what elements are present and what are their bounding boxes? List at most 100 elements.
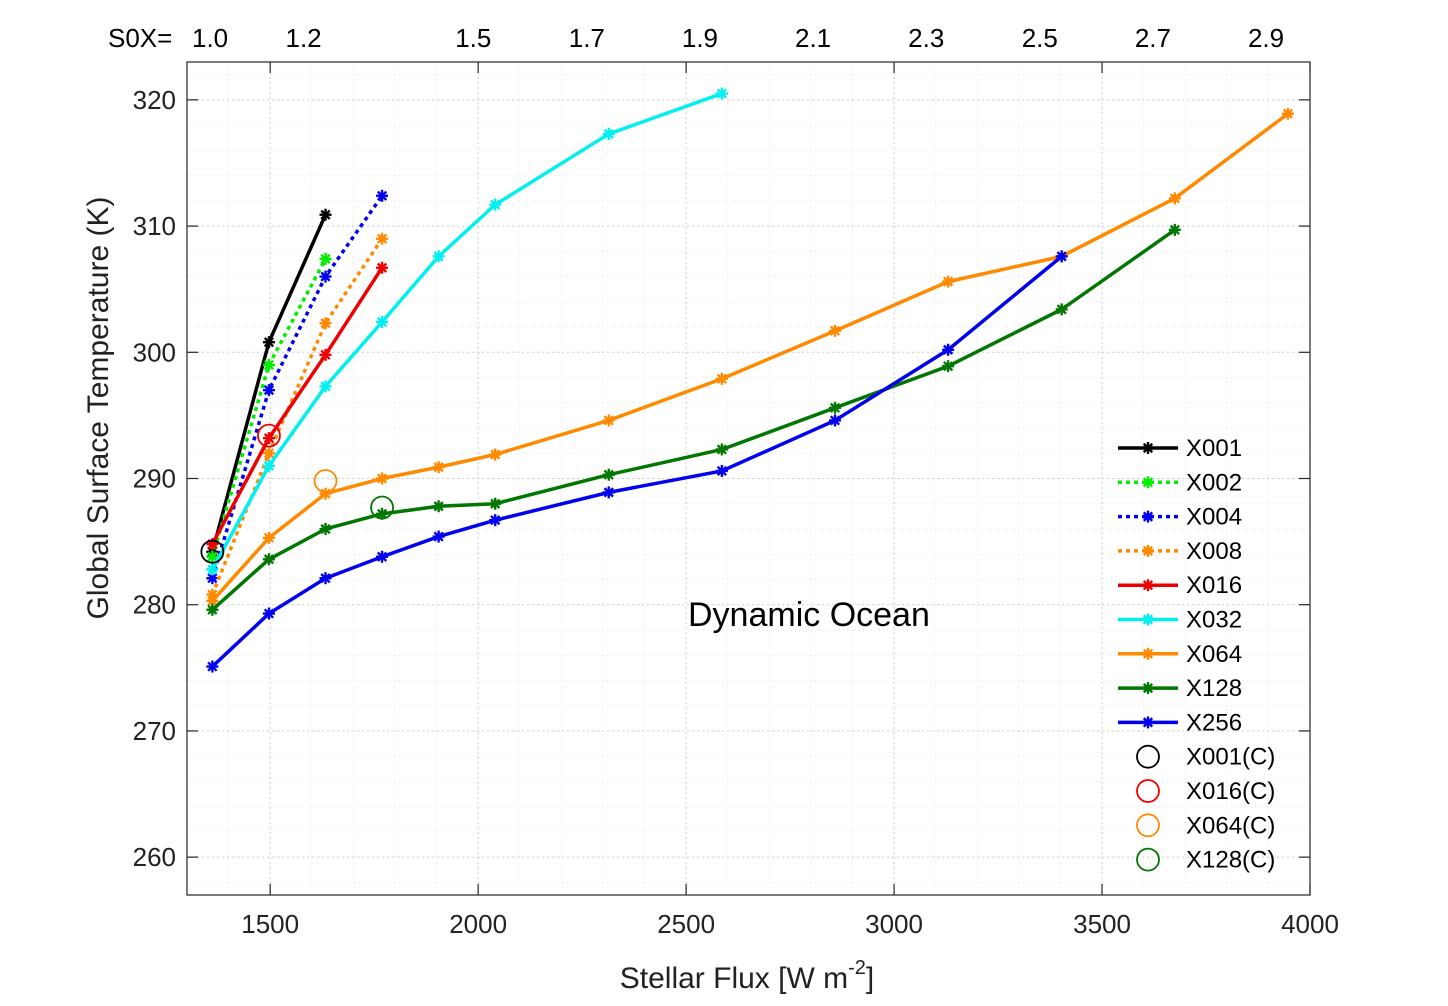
labels-layer: Global Surface Temperature (K) Stellar F… bbox=[82, 23, 1339, 995]
data-point bbox=[376, 507, 389, 520]
legend-marker bbox=[1142, 510, 1154, 523]
series-line bbox=[210, 194, 384, 579]
data-point bbox=[489, 514, 502, 527]
marker-stroke bbox=[433, 462, 444, 473]
y-tick-label: 260 bbox=[133, 842, 176, 872]
marker-stroke bbox=[1142, 614, 1154, 625]
circle-layer bbox=[200, 423, 394, 564]
y-axis-label: Global Surface Temperature (K) bbox=[82, 197, 115, 620]
marker-stroke bbox=[207, 551, 218, 562]
data-point bbox=[942, 275, 955, 288]
marker-stroke bbox=[829, 402, 841, 413]
legend-label: X128(C) bbox=[1186, 847, 1275, 874]
data-point bbox=[376, 472, 389, 485]
marker-stroke bbox=[207, 595, 218, 607]
marker-stroke bbox=[1056, 251, 1067, 262]
marker-stroke bbox=[1142, 648, 1154, 659]
legend-item-x008: X008 bbox=[1118, 538, 1242, 565]
marker-stroke bbox=[263, 385, 275, 396]
circle-x016c bbox=[257, 423, 281, 448]
legend-marker bbox=[1142, 579, 1154, 592]
marker-stroke bbox=[1169, 193, 1180, 204]
data-point bbox=[432, 500, 445, 513]
data-point bbox=[319, 522, 332, 535]
marker-stroke bbox=[829, 415, 841, 426]
legend-circle bbox=[1136, 813, 1160, 838]
series-x128 bbox=[206, 223, 1181, 616]
legend-label: X128 bbox=[1186, 675, 1242, 702]
legend-label: X064 bbox=[1186, 641, 1242, 668]
marker-stroke bbox=[490, 515, 501, 526]
series-line bbox=[210, 237, 384, 596]
marker-stroke bbox=[376, 473, 388, 484]
x-axis-label-main: Stellar Flux [W m bbox=[620, 962, 848, 995]
grid-layer bbox=[186, 62, 1311, 895]
data-point bbox=[319, 252, 332, 265]
legend-label: X002 bbox=[1186, 469, 1242, 496]
x-tick-label: 1500 bbox=[241, 909, 299, 939]
top-axis-label: 1.9 bbox=[682, 23, 718, 53]
data-point bbox=[602, 468, 615, 481]
top-axis-label: 2.7 bbox=[1135, 23, 1171, 53]
series-x004 bbox=[206, 189, 389, 585]
marker-stroke bbox=[603, 415, 614, 426]
legend-item-x064c: X064(C) bbox=[1136, 812, 1275, 839]
marker-stroke bbox=[490, 199, 501, 210]
legend-label: X016 bbox=[1186, 572, 1242, 599]
x-tick-label: 3000 bbox=[865, 909, 923, 939]
data-point bbox=[602, 486, 615, 499]
marker-stroke bbox=[1056, 304, 1067, 315]
series-x032 bbox=[206, 87, 728, 576]
legend-marker bbox=[1142, 544, 1154, 557]
marker-stroke bbox=[263, 337, 275, 348]
marker-stroke bbox=[1142, 717, 1154, 728]
data-point bbox=[376, 232, 389, 245]
data-point bbox=[206, 603, 219, 616]
top-axis-label: 1.0 bbox=[192, 23, 228, 53]
legend-item-x128: X128 bbox=[1118, 675, 1242, 702]
y-tick-label: 290 bbox=[133, 464, 176, 494]
marker-stroke bbox=[433, 251, 444, 262]
data-point bbox=[432, 461, 445, 474]
legend-circle bbox=[1136, 779, 1160, 803]
marker-stroke bbox=[1282, 108, 1294, 119]
marker-stroke bbox=[320, 381, 331, 392]
legend-item-x004: X004 bbox=[1118, 504, 1242, 531]
data-point bbox=[715, 87, 728, 100]
marker-stroke bbox=[1142, 545, 1154, 556]
marker-stroke bbox=[263, 359, 275, 371]
data-point bbox=[489, 198, 502, 211]
data-point bbox=[319, 348, 332, 361]
series-layer bbox=[206, 87, 1294, 673]
marker-stroke bbox=[207, 573, 218, 584]
legend-circle bbox=[1136, 744, 1160, 769]
marker-stroke bbox=[433, 501, 444, 512]
data-point bbox=[319, 317, 332, 330]
marker-stroke bbox=[207, 564, 218, 575]
marker-stroke bbox=[490, 449, 501, 460]
legend-item-x002: X002 bbox=[1118, 469, 1242, 496]
legend-marker bbox=[1142, 442, 1154, 454]
data-point bbox=[262, 553, 275, 566]
y-tick-label: 320 bbox=[133, 85, 176, 115]
legend-marker bbox=[1142, 613, 1154, 626]
data-point bbox=[262, 358, 275, 371]
marker-stroke bbox=[263, 433, 275, 444]
data-point bbox=[489, 497, 502, 510]
series-x064 bbox=[206, 107, 1294, 607]
y-tick-label: 280 bbox=[133, 590, 176, 620]
marker-stroke bbox=[1142, 683, 1154, 694]
marker-stroke bbox=[263, 532, 275, 543]
marker-stroke bbox=[376, 316, 388, 328]
data-point bbox=[262, 459, 275, 472]
data-point bbox=[376, 261, 389, 274]
data-point bbox=[942, 360, 955, 373]
marker-stroke bbox=[320, 573, 331, 584]
marker-stroke bbox=[716, 444, 727, 455]
top-axis-label: 2.5 bbox=[1022, 23, 1058, 53]
top-axis-label: 2.1 bbox=[795, 23, 831, 53]
data-point bbox=[829, 324, 842, 337]
data-point bbox=[262, 531, 275, 544]
legend-circle bbox=[1136, 847, 1160, 872]
